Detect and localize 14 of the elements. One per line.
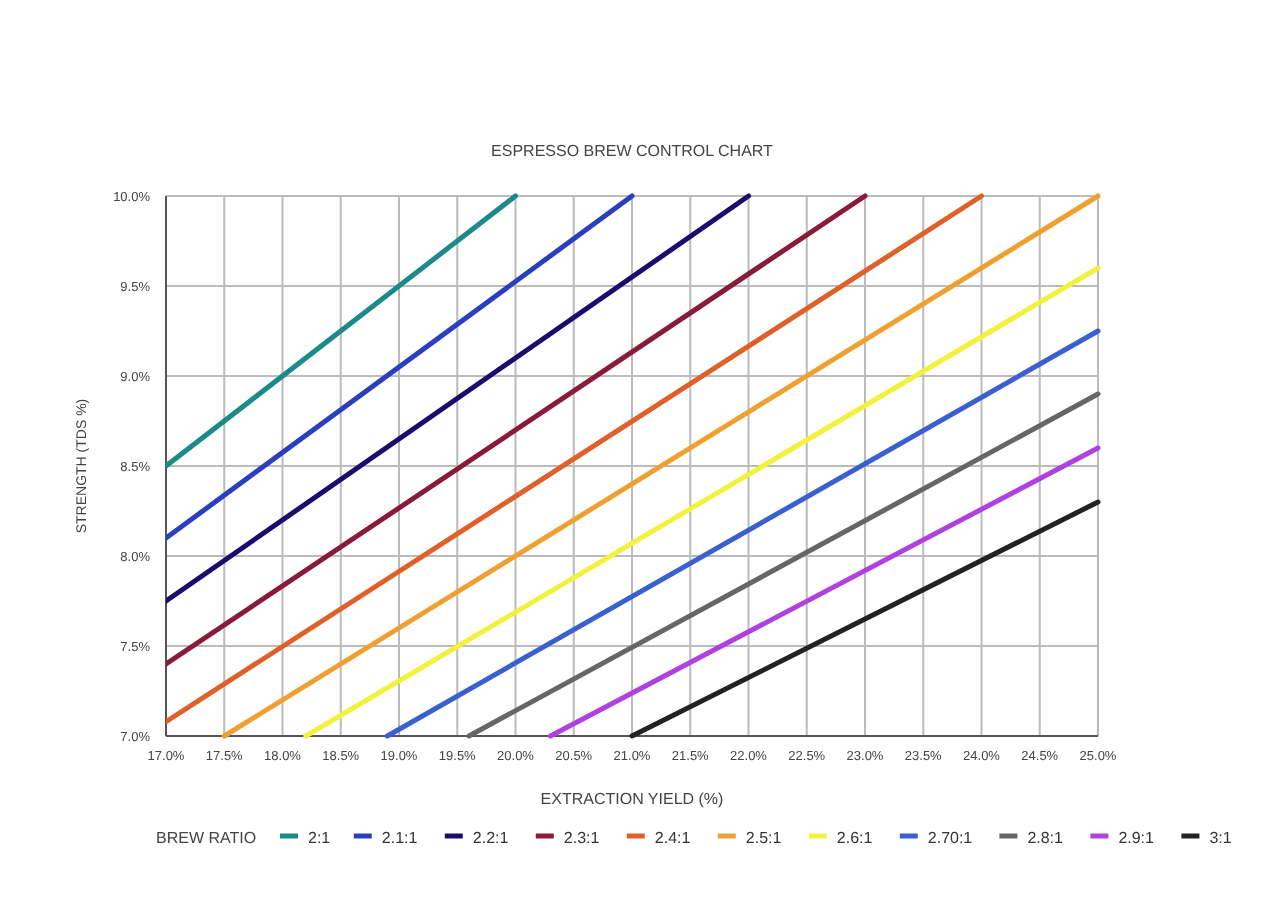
legend-label: 2.4:1 (654, 829, 692, 847)
legend-label: 2.2:1 (472, 829, 510, 847)
legend-label: 2.1:1 (381, 829, 419, 847)
legend-title: BREW RATIO (156, 829, 257, 847)
legend-label: 2.8:1 (1027, 829, 1065, 847)
legend-label: 2.5:1 (745, 829, 783, 847)
x-axis-title: EXTRACTION YIELD (%) (540, 790, 725, 808)
legend-label: 2.9:1 (1118, 829, 1156, 847)
chart-title: ESPRESSO BREW CONTROL CHART (491, 142, 774, 160)
legend-label: 2.3:1 (563, 829, 601, 847)
legend-label: 2.70:1 (927, 829, 974, 847)
legend-label: 3:1 (1209, 829, 1233, 847)
legend-label: 2.6:1 (836, 829, 874, 847)
legend-label: 2:1 (308, 829, 332, 847)
